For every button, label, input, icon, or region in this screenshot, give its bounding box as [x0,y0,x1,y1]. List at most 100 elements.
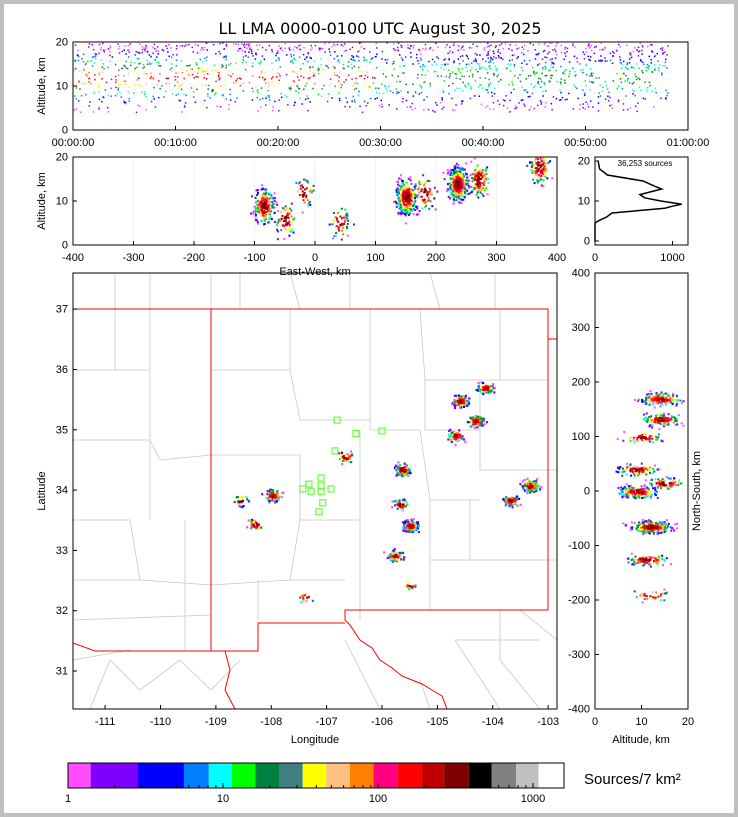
source-point [408,467,411,471]
source-point [291,70,294,73]
source-point [650,478,653,481]
source-point [294,59,297,61]
source-point [418,93,421,95]
source-point [458,187,461,190]
source-point [680,482,683,485]
source-point [526,164,529,167]
source-point [480,173,483,176]
source-point [467,83,470,86]
source-point [650,62,653,64]
source-point [682,400,685,403]
source-point [388,556,392,559]
source-point [667,419,670,422]
source-point [510,499,514,502]
source-point [619,62,622,64]
source-point [486,166,489,169]
source-point [453,193,456,196]
source-point [482,194,485,197]
source-point [261,184,264,187]
source-point [75,108,78,110]
source-point [350,58,352,60]
x-tick-label: 01:00:00 [667,137,710,149]
source-point [629,436,632,439]
source-point [407,208,410,211]
source-point [337,220,340,223]
source-point [627,485,630,488]
source-point [455,162,458,165]
source-point [495,69,497,72]
source-point [398,502,402,505]
source-point [480,67,483,69]
source-point [453,89,456,91]
source-point [646,419,649,422]
source-point [250,518,254,522]
source-point [306,596,309,599]
source-point [257,62,260,65]
source-point [205,70,208,72]
source-point [141,91,143,93]
source-point [242,56,245,58]
source-point [340,217,343,220]
source-point [339,99,341,102]
source-point [562,72,564,74]
source-point [659,480,662,483]
source-point [583,53,586,56]
source-point [637,102,639,104]
source-point [393,504,397,507]
source-point [158,64,160,67]
source-point [124,83,127,85]
source-point [572,67,574,69]
source-point [480,177,483,180]
source-point [508,498,511,501]
source-point [527,49,529,52]
source-point [82,53,85,55]
source-point [409,195,412,198]
source-point [460,189,463,192]
source-point [531,92,534,95]
source-point [328,48,330,50]
source-point [463,168,466,171]
source-point [100,59,103,61]
source-point [407,184,410,187]
source-point [561,96,564,99]
source-point [405,83,407,86]
source-point [293,57,296,60]
source-point [406,208,409,211]
source-point [480,189,483,192]
source-point [459,403,462,406]
source-point [633,494,636,497]
source-point [621,487,624,490]
source-point [180,60,182,62]
source-point [665,485,668,488]
source-point [534,159,537,162]
source-point [483,386,487,389]
source-point [452,183,455,186]
source-point [120,96,123,98]
source-point [349,48,351,51]
source-point [540,486,543,489]
source-point [376,47,378,49]
source-point [634,497,637,500]
source-point [201,84,204,86]
source-point [474,172,477,175]
source-point [484,385,488,388]
source-point [399,186,402,189]
source-point [329,78,332,80]
source-point [504,504,507,507]
source-point [649,496,652,499]
source-point [317,67,320,70]
source-point [533,171,536,174]
source-point [424,189,427,192]
source-point [293,104,295,107]
county-lines [73,273,557,709]
source-point [478,181,481,184]
source-point [662,484,665,487]
source-point [448,92,450,95]
source-point [464,440,467,444]
source-point [263,219,266,222]
source-point [353,223,356,226]
source-point [336,60,339,62]
source-point [326,100,329,103]
source-point [656,416,659,419]
source-point [442,106,445,109]
